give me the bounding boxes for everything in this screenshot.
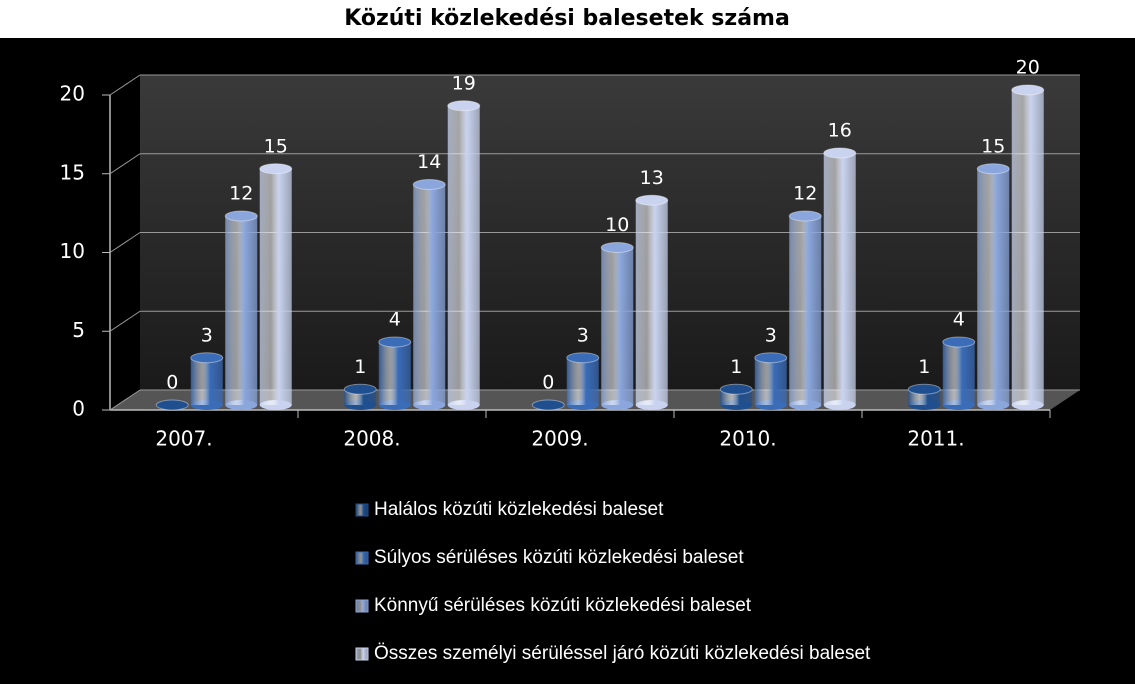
chart-title: Közúti közlekedési balesetek száma: [344, 6, 790, 31]
bar-top: [788, 210, 822, 222]
y-tick-label: 20: [60, 82, 85, 106]
y-tick-label: 0: [72, 397, 85, 421]
bar: [823, 153, 856, 405]
legend-swatch: [355, 647, 369, 661]
x-tick-label: 2011.: [907, 427, 964, 451]
x-tick-label: 2010.: [719, 427, 776, 451]
bar: [754, 357, 787, 405]
bar-top: [719, 383, 753, 395]
y-tick-label: 15: [60, 160, 85, 184]
y-tick-label: 5: [72, 318, 85, 342]
bar-top: [942, 336, 976, 348]
bar-top: [823, 147, 857, 159]
grid-line: [109, 74, 141, 96]
legend-swatch: [355, 599, 369, 613]
bar-top: [976, 163, 1010, 175]
bar-top: [259, 163, 293, 175]
legend-label: Összes személyi sérüléssel járó közúti k…: [374, 643, 871, 664]
bar-top: [754, 352, 788, 364]
bar: [413, 184, 446, 405]
bar-top: [412, 179, 446, 190]
bar: [566, 357, 599, 405]
bar-top: [190, 352, 224, 364]
bar: [1011, 90, 1044, 405]
bar: [447, 105, 480, 405]
grid-line: [109, 153, 141, 175]
x-tick-label: 2009.: [531, 427, 588, 451]
bar-top: [447, 100, 481, 112]
grid-line: [109, 232, 141, 253]
bar: [942, 342, 975, 405]
x-tick-label: 2008.: [343, 427, 400, 451]
bar: [378, 342, 411, 405]
data-label: 4: [953, 309, 965, 331]
bar: [225, 216, 258, 405]
data-label: 15: [981, 135, 1005, 157]
data-label: 15: [264, 135, 288, 157]
legend-swatch: [355, 503, 369, 517]
bar: [601, 247, 634, 405]
bar-top: [531, 399, 565, 411]
y-tick-label: 10: [60, 239, 85, 263]
data-label: 12: [793, 183, 817, 205]
data-label: 10: [605, 214, 629, 236]
data-label: 3: [577, 324, 589, 346]
data-label: 4: [389, 309, 401, 331]
data-label: 3: [201, 324, 213, 346]
bar-top: [635, 194, 669, 206]
bar-top: [155, 399, 189, 411]
bar: [635, 200, 668, 405]
data-label: 19: [452, 72, 476, 94]
data-label: 1: [354, 356, 366, 378]
grid-line: [109, 389, 141, 411]
data-label: 3: [765, 324, 777, 346]
legend-label: Súlyos sérüléses közúti közlekedési bale…: [374, 547, 744, 568]
grid-line: [109, 310, 141, 332]
legend-swatch: [355, 551, 369, 565]
bar-top: [224, 210, 258, 222]
data-label: 13: [640, 167, 664, 189]
data-label: 14: [417, 151, 441, 173]
bar: [190, 357, 223, 405]
legend-label: Halálos közúti közlekedési baleset: [374, 499, 664, 520]
x-tick-label: 2007.: [155, 427, 212, 451]
bar-top: [1011, 84, 1045, 96]
legend-label: Könnyű sérüléses közúti közlekedési bale…: [374, 595, 752, 616]
bar: [789, 216, 822, 405]
data-label: 0: [166, 372, 178, 394]
data-label: 0: [542, 372, 554, 394]
bar-top: [566, 352, 600, 364]
bar-top: [600, 242, 634, 253]
bar-top: [378, 336, 412, 348]
data-label: 12: [229, 183, 253, 205]
data-label: 1: [918, 356, 930, 378]
data-label: 20: [1016, 57, 1040, 79]
data-label: 16: [828, 120, 852, 142]
data-label: 1: [730, 356, 742, 378]
bar: [259, 168, 292, 405]
bar: [977, 168, 1010, 405]
bar-top: [343, 383, 377, 395]
bar-top: [907, 383, 941, 395]
